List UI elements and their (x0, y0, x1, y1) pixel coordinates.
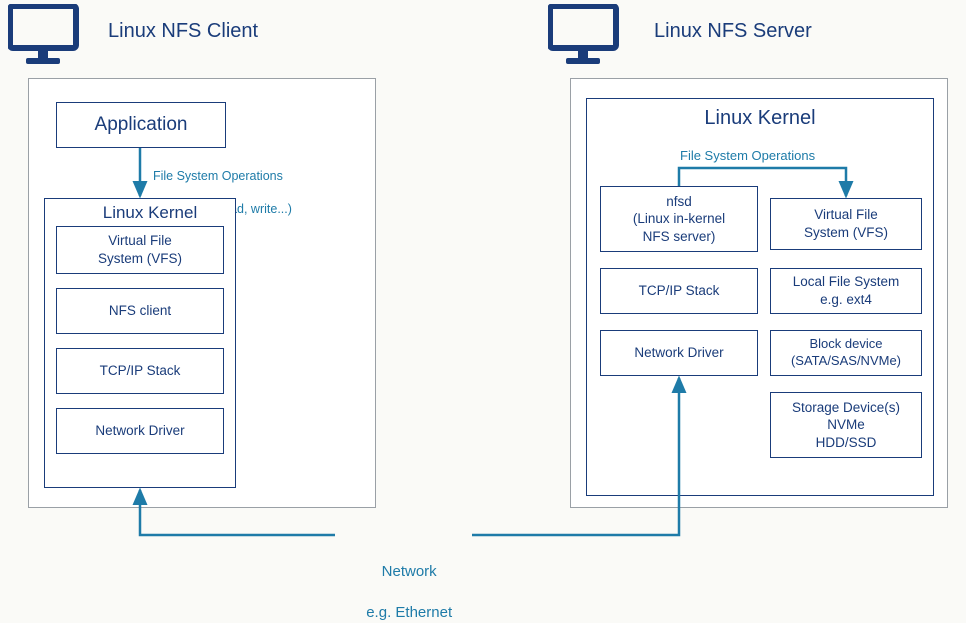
box-label: NFS client (109, 302, 171, 320)
kernel-title: Linux Kernel (55, 202, 245, 224)
box-label: Virtual FileSystem (VFS) (804, 206, 888, 241)
box-label: TCP/IP Stack (100, 362, 181, 380)
box-application: Application (56, 102, 226, 148)
box-server-localfs: Local File Systeme.g. ext4 (770, 268, 922, 314)
box-server-nfsd: nfsd(Linux in-kernelNFS server) (600, 186, 758, 252)
text-line: File System Operations (153, 169, 283, 183)
text-line: e.g. Ethernet (366, 604, 452, 621)
text-line: Network (382, 563, 437, 580)
box-label: Network Driver (95, 422, 184, 440)
label-server-fsops: File System Operations (680, 148, 815, 163)
label-network: Network e.g. Ethernet (340, 542, 470, 623)
box-server-blkdev: Block device(SATA/SAS/NVMe) (770, 330, 922, 376)
box-server-netdrv: Network Driver (600, 330, 758, 376)
box-client-vfs: Virtual FileSystem (VFS) (56, 226, 224, 274)
box-server-vfs: Virtual FileSystem (VFS) (770, 198, 922, 250)
heading-server: Linux NFS Server (654, 20, 812, 43)
box-label: Block device(SATA/SAS/NVMe) (791, 336, 901, 370)
box-server-tcpip: TCP/IP Stack (600, 268, 758, 314)
box-client-tcpip: TCP/IP Stack (56, 348, 224, 394)
box-label: Local File Systeme.g. ext4 (793, 273, 900, 308)
box-label: Storage Device(s)NVMeHDD/SSD (792, 399, 900, 452)
box-label: Network Driver (634, 344, 723, 362)
heading-client: Linux NFS Client (108, 20, 258, 43)
kernel-title: Linux Kernel (587, 105, 933, 131)
box-label: Application (95, 113, 188, 138)
monitor-icon-client (8, 4, 82, 71)
box-label: TCP/IP Stack (639, 282, 720, 300)
box-label: Virtual FileSystem (VFS) (98, 232, 182, 267)
box-server-storage: Storage Device(s)NVMeHDD/SSD (770, 392, 922, 458)
monitor-icon-server (548, 4, 622, 71)
box-client-nfs: NFS client (56, 288, 224, 334)
box-label: nfsd(Linux in-kernelNFS server) (633, 193, 725, 246)
box-client-netdrv: Network Driver (56, 408, 224, 454)
